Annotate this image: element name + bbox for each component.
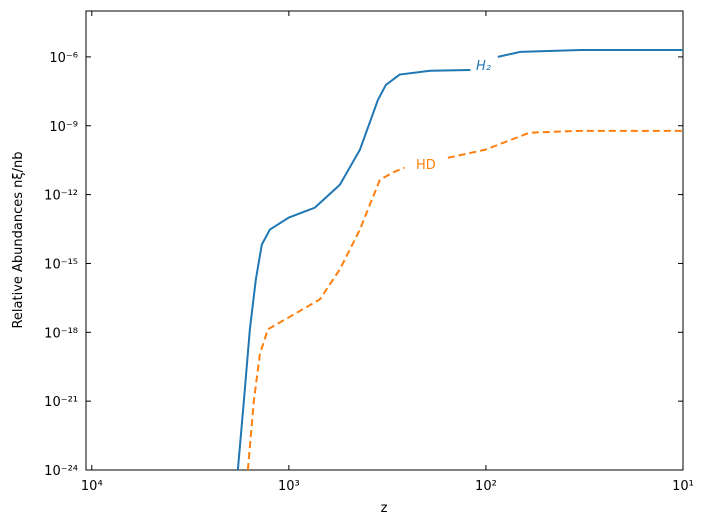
x-tick-label: 10¹ — [672, 479, 694, 494]
series-line — [236, 48, 683, 471]
x-tick-label: 10² — [475, 479, 497, 494]
y-tick-label: 10⁻²¹ — [44, 395, 78, 410]
y-tick-label: 10⁻¹² — [44, 189, 78, 204]
x-tick-label: 10³ — [278, 479, 300, 494]
x-tick-label: 10⁴ — [81, 479, 103, 494]
y-tick-label: 10⁻¹⁸ — [44, 326, 78, 341]
annotation: H₂ — [476, 59, 491, 74]
y-axis-label: Relative Abundances nξ/nb — [11, 151, 26, 328]
annotation: HD — [416, 158, 436, 173]
y-tick-label: 10⁻²⁴ — [44, 464, 78, 479]
y-tick-label: 10⁻⁹ — [49, 120, 78, 135]
series-line — [246, 129, 683, 471]
plot-frame — [85, 10, 684, 471]
y-tick-label: 10⁻¹⁵ — [44, 257, 78, 272]
y-tick-label: 10⁻⁶ — [49, 51, 78, 66]
x-axis-label: z — [381, 501, 388, 516]
